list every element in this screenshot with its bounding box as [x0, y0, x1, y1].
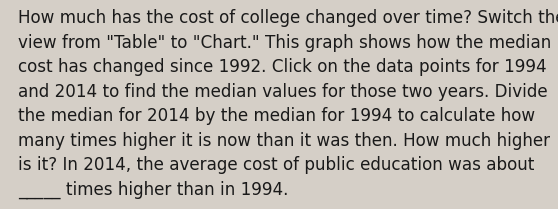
Text: the median for 2014 by the median for 1994 to calculate how: the median for 2014 by the median for 19…	[18, 107, 535, 125]
Text: ⁠_____ times higher than in 1994.: ⁠_____ times higher than in 1994.	[18, 181, 288, 199]
Text: and 2014 to find the median values for those two years. Divide: and 2014 to find the median values for t…	[18, 83, 547, 101]
Text: view from "Table" to "Chart." This graph shows how the median: view from "Table" to "Chart." This graph…	[18, 34, 551, 52]
Text: is it? In 2014, the average cost of public education was about: is it? In 2014, the average cost of publ…	[18, 156, 534, 174]
Text: many times higher it is now than it was then. How much higher: many times higher it is now than it was …	[18, 132, 550, 150]
Text: cost has changed since 1992. Click on the data points for 1994: cost has changed since 1992. Click on th…	[18, 58, 546, 76]
Text: How much has the cost of college changed over time? Switch the: How much has the cost of college changed…	[18, 9, 558, 27]
